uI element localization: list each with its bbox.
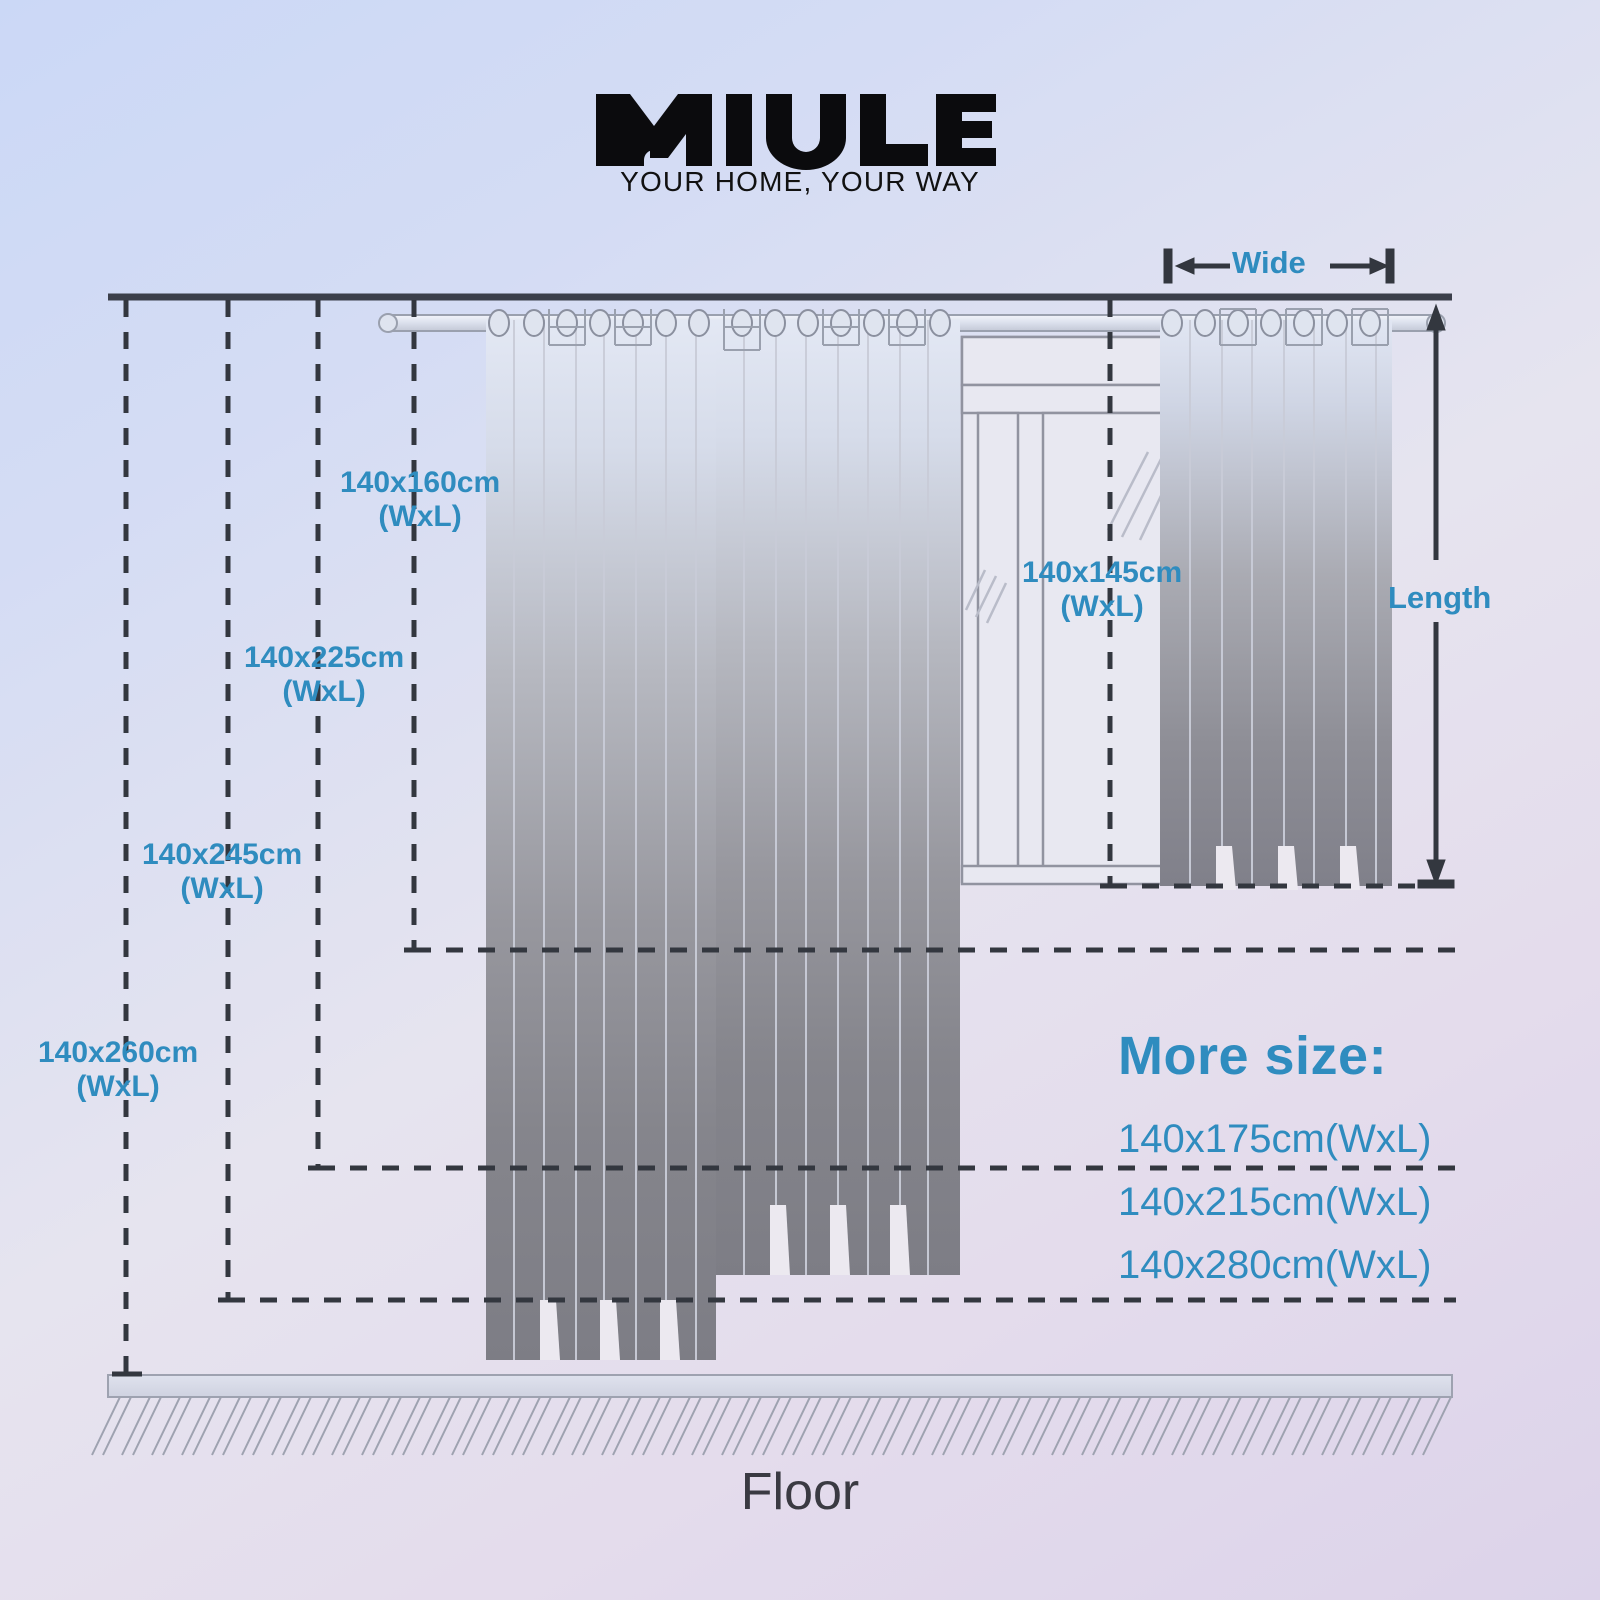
miulee-wordmark-icon (596, 94, 996, 170)
size-callout-225-size: 140x225cm (244, 641, 405, 674)
floor-label: Floor (740, 1463, 860, 1521)
length-label: Length (1388, 580, 1492, 615)
logo-mark (590, 90, 1010, 170)
right-curtain-panel (1160, 320, 1392, 890)
size-callout-145-unit: (WxL) (1060, 589, 1144, 623)
size-callout-145: 140x145cm (WxL) (1022, 556, 1182, 623)
length-dimension-marker (1417, 303, 1455, 889)
size-callout-245-unit: (WxL) (180, 871, 264, 905)
size-callout-225: 140x225cm (WxL) (244, 641, 404, 708)
dimension-guides (123, 300, 1456, 1378)
size-callout-260-size: 140x260cm (38, 1036, 199, 1069)
grommet-row (488, 309, 1381, 337)
size-callout-245-size: 140x245cm (142, 838, 303, 871)
size-callout-160-unit: (WxL) (378, 499, 462, 533)
glass-shine-marks (964, 451, 1180, 624)
brand-logo: YOUR HOME, YOUR WAY (0, 90, 1600, 198)
more-size-item-1: 140x215cm(WxL) (1118, 1180, 1432, 1224)
wide-label: Wide (1232, 245, 1306, 280)
floor-surface (91, 1374, 1453, 1456)
guide-tee-caps (112, 883, 1126, 1377)
size-callout-225-unit: (WxL) (282, 674, 366, 708)
window-frame (960, 335, 1198, 886)
left-curtain-panel (486, 320, 960, 1360)
size-callout-160-size: 140x160cm (340, 466, 501, 499)
size-callout-245: 140x245cm (WxL) (142, 838, 302, 905)
size-callout-260: 140x260cm (WxL) (38, 1036, 198, 1103)
size-callout-145-size: 140x145cm (1022, 556, 1183, 589)
more-size-item-0: 140x175cm(WxL) (1118, 1117, 1432, 1161)
wide-dimension-marker (1163, 248, 1395, 284)
more-size-title: More size: (1118, 1026, 1388, 1086)
size-callout-160: 140x160cm (WxL) (340, 466, 500, 533)
size-callout-260-unit: (WxL) (76, 1069, 160, 1103)
more-size-item-2: 140x280cm(WxL) (1118, 1243, 1432, 1287)
pleat-tabs (548, 308, 1389, 351)
brand-tagline: YOUR HOME, YOUR WAY (620, 166, 980, 197)
